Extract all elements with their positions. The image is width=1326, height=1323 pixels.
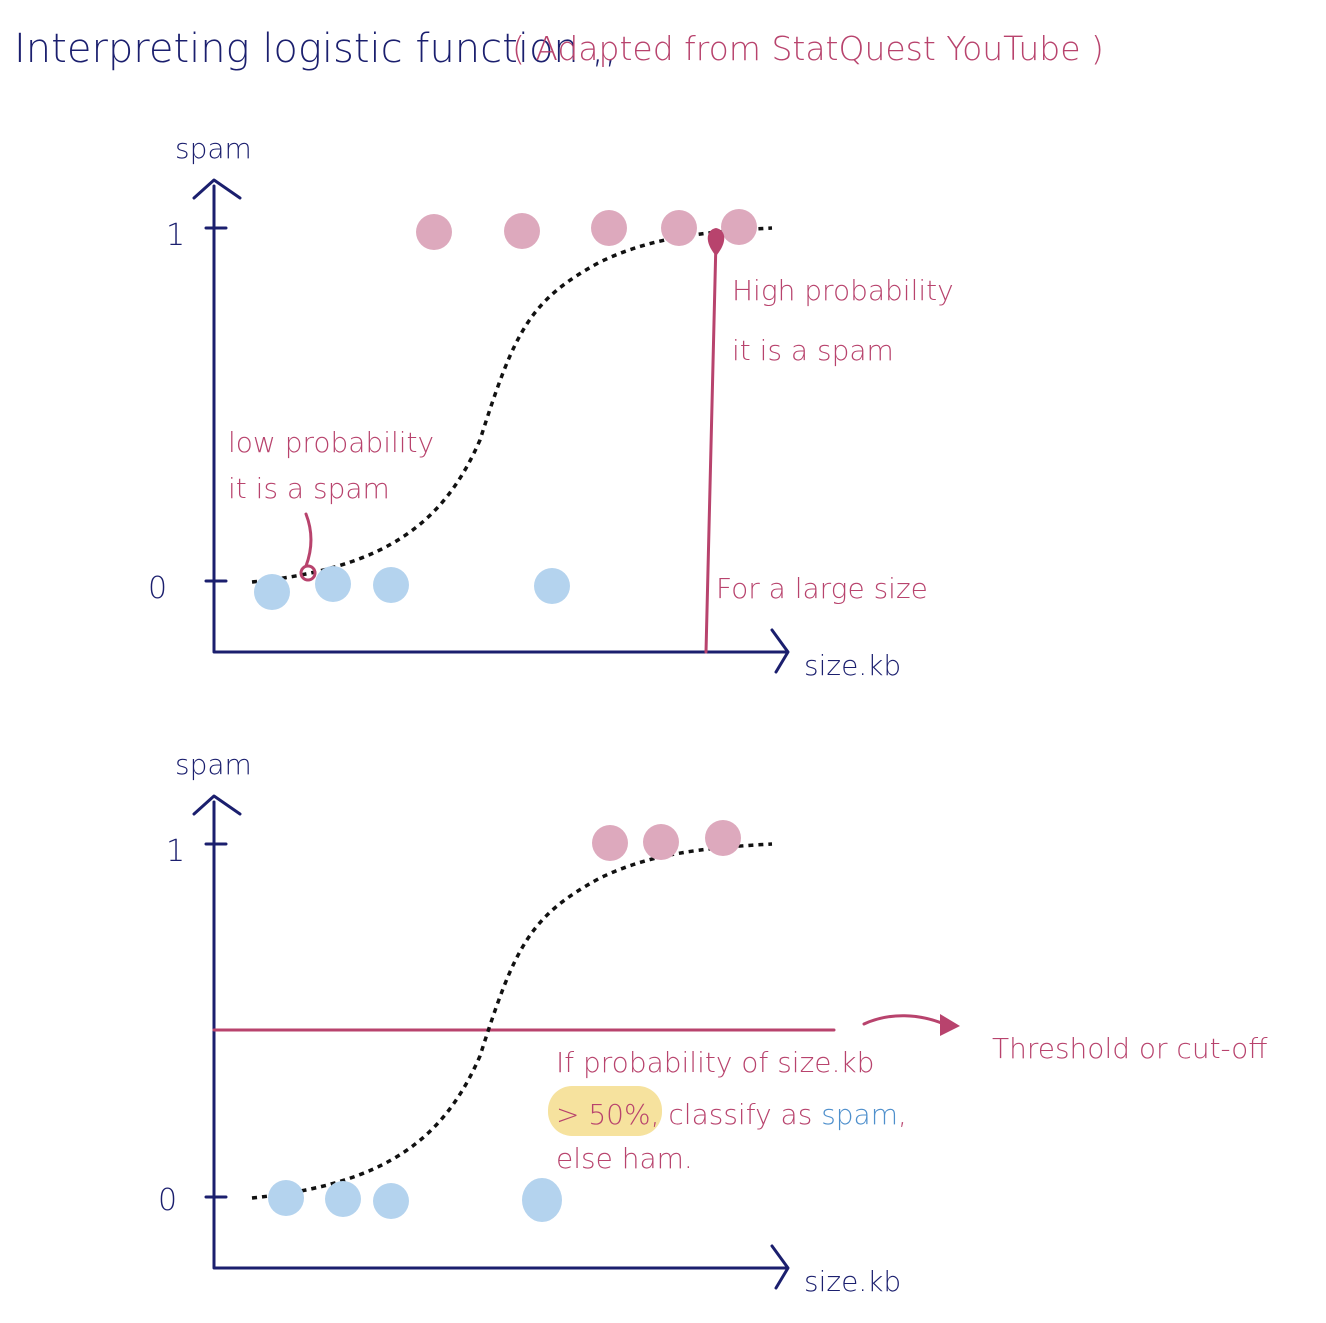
plot-1-tick-label-1: 1 [166, 218, 185, 253]
plot-1-high-marker [707, 228, 725, 256]
plot-1: 1 0 spam size.kb low probability it is a… [148, 132, 954, 682]
page-title: Interpreting logistic function ,, [14, 26, 617, 72]
plot-2-rule-line2: > 50%, classify as spam, [556, 1098, 907, 1131]
plot-2-spam-point [592, 825, 628, 861]
plot-2-rule-end: , [898, 1098, 907, 1131]
plot-2-spam-point [705, 820, 741, 856]
plot-1-y-axis-label: spam [175, 132, 252, 165]
plot-1-spam-point [661, 210, 697, 246]
plot-2-spam-point [643, 824, 679, 860]
plot-2-x-arrowhead [770, 1244, 790, 1290]
plot-1-high-note-line2: it is a spam [732, 334, 894, 367]
plot-1-x-arrowhead [770, 628, 790, 674]
plot-1-spam-point [416, 214, 452, 250]
plot-2-threshold-arrow-shaft [862, 1014, 946, 1026]
plot-1-spam-point [504, 213, 540, 249]
plot-2-rule-line1: If probability of size.kb [556, 1046, 874, 1079]
plot-1-x-axis-label: size.kb [804, 649, 901, 682]
plot-2-rule-mid: , classify as [651, 1098, 822, 1131]
plot-1-y-arrowhead [192, 178, 242, 200]
plot-2-rule-percent: > 50% [556, 1098, 651, 1131]
plot-2-percent-highlight [548, 1086, 662, 1136]
plot-2-ham-point [268, 1180, 304, 1216]
plot-1-high-note-line1: High probability [732, 274, 954, 307]
plot-2-threshold-arrowhead [940, 1014, 960, 1036]
plot-1-low-note-line1: low probability [228, 426, 434, 459]
plot-2-tick-label-1: 1 [166, 834, 185, 869]
plot-2: 1 0 spam size.kb Threshold or cut-off If… [158, 748, 1268, 1298]
plot-1-ham-point [315, 566, 351, 602]
plot-1-ham-point [373, 567, 409, 603]
plot-2-x-axis-label: size.kb [804, 1265, 901, 1298]
plot-1-low-marker [299, 564, 317, 582]
plot-2-y-arrowhead [192, 794, 242, 816]
plot-2-y-axis-label: spam [175, 748, 252, 781]
plot-1-large-size-line [704, 238, 718, 654]
plot-1-large-size-note: For a large size [716, 572, 928, 605]
plot-2-ham-point [373, 1183, 409, 1219]
plot-1-spam-point [721, 209, 757, 245]
plot-1-ham-point [254, 574, 290, 610]
plot-2-ham-point [522, 1178, 562, 1222]
plot-1-tick-label-0: 0 [148, 571, 167, 606]
plot-2-ham-point [325, 1181, 361, 1217]
plot-1-logistic-curve [251, 226, 773, 584]
plot-2-axes [212, 800, 788, 1270]
plot-2-tick-label-0: 0 [158, 1183, 177, 1218]
plot-2-rule-line3: else ham. [556, 1142, 693, 1175]
plot-1-low-pointer [304, 512, 313, 568]
page-subtitle-source: ( Adapted from StatQuest YouTube ) [512, 29, 1104, 68]
plot-1-ham-point [534, 568, 570, 604]
plot-2-rule-spam-word: spam [821, 1098, 898, 1131]
plot-2-threshold-note: Threshold or cut-off [992, 1032, 1268, 1065]
plot-1-axes [212, 184, 788, 654]
plot-1-low-note-line2: it is a spam [228, 472, 390, 505]
plot-2-logistic-curve [251, 842, 773, 1200]
plot-1-spam-point [591, 210, 627, 246]
